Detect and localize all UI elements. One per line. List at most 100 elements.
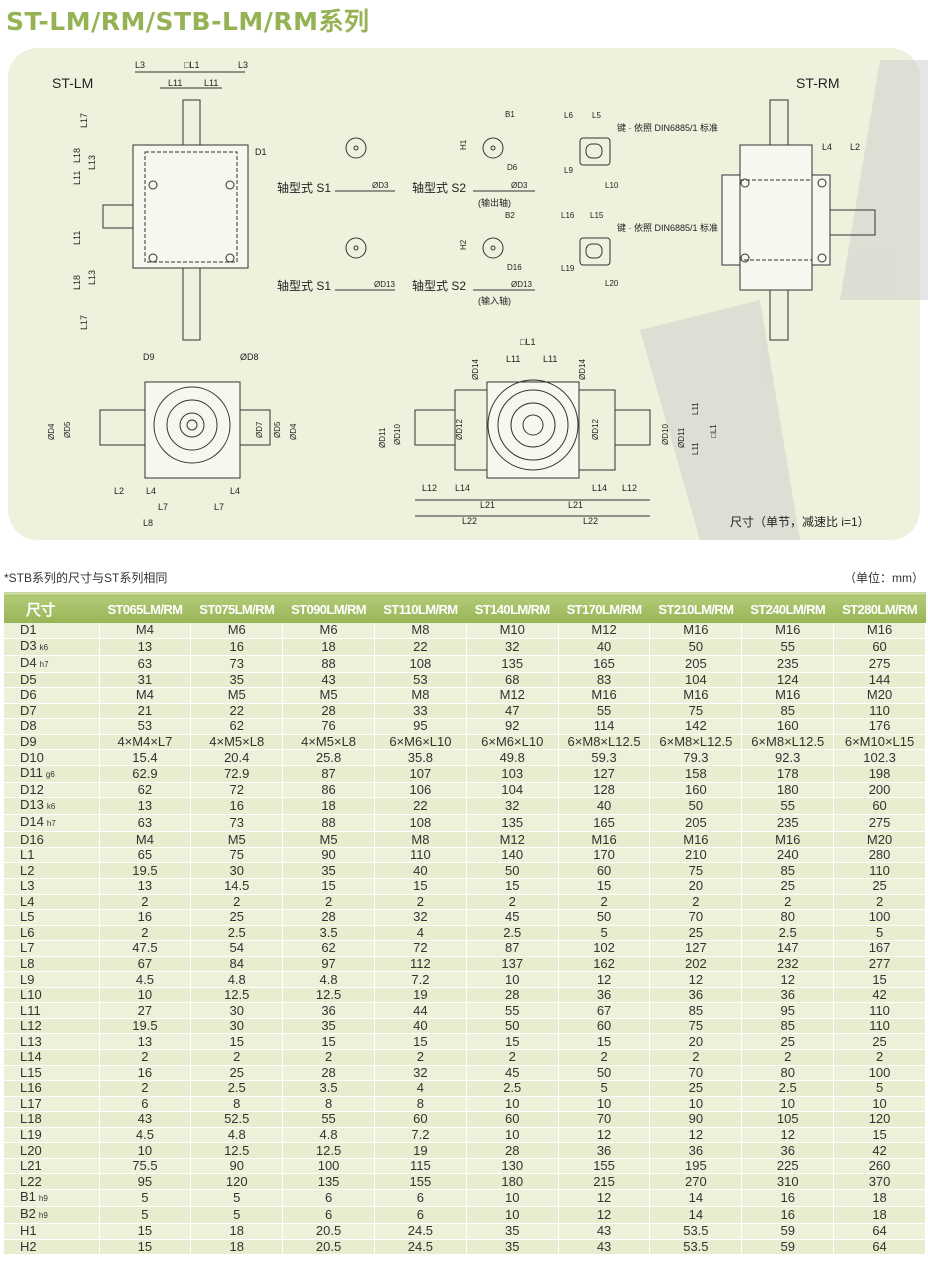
table-cell: 35 [282, 1018, 375, 1035]
table-cell: 2.5 [190, 1080, 284, 1097]
table-cell: 43 [99, 1111, 192, 1128]
table-cell: M16 [649, 831, 743, 848]
dimension-name: D4 h7 [4, 655, 100, 673]
table-cell: 18 [833, 1206, 926, 1224]
table-cell: 30 [190, 862, 284, 880]
dimension-label: L10 [20, 987, 42, 1003]
table-row: D12 62 72 86 106 104 128 160 180 200 [4, 782, 926, 799]
table-cell: 85 [741, 1018, 835, 1035]
dimension-name: D1 [4, 622, 100, 639]
dimension-annotation: ØD10 [393, 424, 402, 445]
table-cell: 147 [741, 940, 835, 957]
dimension-name: L5 [4, 909, 100, 926]
table-cell: 105 [741, 1111, 835, 1128]
dimension-label: D1 [20, 622, 37, 638]
table-cell: 16 [190, 638, 284, 656]
table-cell: 5 [833, 1080, 926, 1097]
side-view-center: □L1 L11 L11 ØD14 ØD14 ØD11 ØD10 ØD12 ØD1… [378, 337, 718, 526]
table-cell: 20 [649, 1033, 743, 1051]
dimension-annotation: L2 [850, 142, 860, 152]
dimension-label: L7 [20, 940, 35, 956]
dimension-name: D3 k6 [4, 637, 100, 656]
table-cell: 370 [833, 1173, 926, 1190]
table-cell: 2 [99, 1080, 192, 1097]
table-cell: 50 [649, 638, 743, 656]
dimension-label: L12 [20, 1018, 42, 1034]
dimension-annotation: L11 [691, 442, 700, 455]
table-cell: M6 [190, 623, 284, 639]
dimension-annotation: B2 [505, 211, 515, 220]
dimension-annotation: □L1 [709, 424, 718, 438]
table-cell: 6×M8×L12.5 [741, 734, 835, 751]
table-row: L16 2 2.5 3.5 4 2.5 5 25 2.5 5 [4, 1080, 926, 1097]
table-cell: 36 [741, 987, 835, 1004]
table-cell: 20.5 [282, 1239, 375, 1256]
table-cell: 47.5 [99, 940, 192, 957]
table-cell: 13 [99, 1033, 192, 1051]
dimension-name: L15 [4, 1064, 100, 1082]
table-cell: 18 [282, 797, 375, 816]
dimension-label: L17 [20, 1095, 42, 1111]
table-cell: 90 [190, 1158, 284, 1175]
table-cell: M10 [466, 623, 559, 639]
table-cell: M20 [833, 831, 926, 848]
table-cell: 2 [99, 1049, 192, 1066]
table-cell: 10 [466, 1127, 559, 1144]
table-cell: 25.8 [282, 749, 375, 766]
table-cell: 68 [466, 672, 559, 689]
table-body: D1 M4 M6 M6 M8 M10 M12 M16 M16 M16 D3 k6 13 16 18 22 32 4… [4, 622, 926, 1256]
table-cell: 40 [374, 862, 467, 880]
table-cell: 19 [374, 987, 467, 1004]
dimension-label: D3 [20, 637, 37, 653]
dimension-annotation: L12 [622, 483, 637, 493]
table-row: L1 65 75 90 110 140 170 210 240 280 [4, 847, 926, 864]
dimension-annotation: L11 [691, 402, 700, 415]
table-cell: 14 [649, 1189, 743, 1207]
dimension-annotation: ØD13 [511, 280, 532, 289]
table-cell: 21 [99, 703, 192, 720]
table-cell: 144 [833, 672, 926, 689]
dimension-annotation: ØD4 [47, 423, 56, 440]
table-cell: 5 [190, 1189, 284, 1207]
dimension-label: D12 [20, 782, 44, 798]
table-cell: 205 [649, 655, 743, 673]
table-cell: 60 [558, 862, 651, 880]
table-cell: 88 [282, 655, 375, 673]
table-cell: 25 [741, 878, 835, 895]
table-cell: 22 [374, 797, 467, 816]
table-cell: 198 [833, 765, 926, 783]
table-cell: 8 [190, 1096, 284, 1113]
dimension-name: H1 [4, 1223, 100, 1240]
table-cell: 5 [558, 925, 651, 942]
dimension-annotation: 轴型式 S1 [277, 180, 331, 195]
table-row: L11 27 30 36 44 55 67 85 95 110 [4, 1002, 926, 1019]
table-cell: 40 [374, 1018, 467, 1035]
table-cell: 50 [558, 1065, 651, 1082]
table-cell: 14.5 [190, 878, 284, 895]
dimension-label: D11 [20, 764, 43, 780]
table-cell: 127 [649, 940, 743, 957]
table-cell: 103 [466, 765, 559, 783]
table-cell: M5 [190, 831, 284, 848]
dimension-label: L15 [20, 1064, 42, 1080]
tolerance-class: h7 [46, 819, 56, 829]
table-cell: 55 [741, 638, 835, 656]
dimension-annotation: ØD5 [273, 421, 282, 438]
table-cell: 4.8 [282, 971, 375, 988]
table-cell: 80 [741, 909, 835, 926]
dimension-annotation: L21 [568, 500, 583, 510]
dimension-annotation: L10 [605, 181, 619, 190]
table-row: L20 10 12.5 12.5 19 28 36 36 36 42 [4, 1142, 926, 1159]
dimension-annotation: (输入轴) [478, 295, 511, 306]
table-cell: 16 [741, 1189, 835, 1207]
dimension-annotation: L21 [480, 500, 495, 510]
dimension-name: L7 [4, 940, 100, 957]
table-row: D6 M4 M5 M5 M8 M12 M16 M16 M16 M20 [4, 687, 926, 704]
table-cell: 83 [558, 672, 651, 689]
table-cell: M16 [741, 831, 835, 848]
table-cell: 5 [833, 925, 926, 942]
dimension-annotation: 轴型式 S2 [412, 180, 466, 195]
dimension-name: L20 [4, 1142, 100, 1159]
table-cell: 210 [649, 847, 743, 864]
